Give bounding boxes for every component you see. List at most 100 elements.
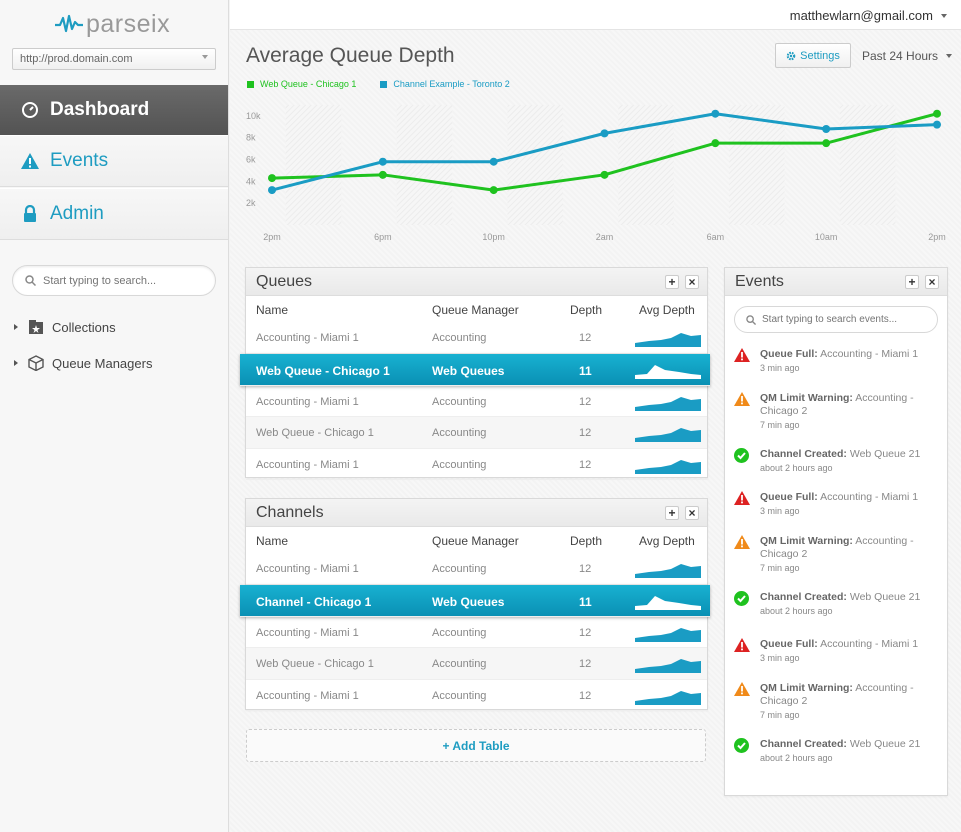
events-search-input[interactable] — [762, 314, 932, 325]
table-row[interactable]: Accounting - Miami 1 Accounting 12 — [246, 449, 707, 480]
x-tick-label: 10am — [815, 232, 838, 242]
sidebar-search[interactable] — [12, 265, 216, 296]
close-icon[interactable]: × — [685, 506, 699, 520]
column-header-depth[interactable]: Depth — [570, 534, 603, 548]
cell-depth: 12 — [579, 658, 592, 670]
server-url-select[interactable]: http://prod.domain.com — [12, 48, 216, 70]
add-icon[interactable]: + — [905, 275, 919, 289]
check-circle-icon — [734, 591, 749, 606]
time-range-select[interactable]: Past 24 Hours — [862, 49, 953, 63]
event-title: Channel Created: — [760, 591, 847, 603]
sparkline — [635, 396, 701, 411]
event-icon — [734, 682, 750, 701]
table-row[interactable]: Accounting - Miami 1 Accounting 12 — [246, 386, 707, 417]
data-point[interactable] — [822, 139, 831, 148]
column-header-avg-depth[interactable]: Avg Depth — [639, 534, 695, 548]
gear-icon — [786, 51, 796, 60]
table-row[interactable]: Accounting - Miami 1 Accounting 12 — [246, 617, 707, 648]
table-row[interactable]: Accounting - Miami 1 Accounting 12 — [246, 553, 707, 585]
add-icon[interactable]: + — [665, 506, 679, 520]
column-header-avg-depth[interactable]: Avg Depth — [639, 303, 695, 317]
chart-legend: Web Queue - Chicago 1 Channel Example - … — [247, 79, 534, 89]
nav-item-admin[interactable]: Admin — [0, 188, 228, 240]
data-point[interactable] — [933, 109, 941, 118]
settings-button[interactable]: Settings — [775, 43, 851, 68]
legend-swatch — [380, 80, 388, 88]
event-detail: Web Queue 21 — [849, 738, 921, 750]
data-point[interactable] — [711, 139, 720, 148]
event-title: QM Limit Warning: — [760, 535, 853, 547]
data-point[interactable] — [600, 170, 609, 179]
nav-item-events[interactable]: Events — [0, 135, 228, 187]
cell-depth: 11 — [579, 594, 592, 609]
data-point[interactable] — [822, 125, 831, 133]
data-point[interactable] — [600, 129, 609, 138]
add-icon[interactable]: + — [665, 275, 679, 289]
legend-item[interactable]: Channel Example - Toronto 2 — [380, 79, 510, 89]
tree-item-queue-managers[interactable]: Queue Managers — [14, 355, 152, 371]
close-icon[interactable]: × — [685, 275, 699, 289]
cell-queue-manager: Web Queues — [432, 594, 505, 609]
event-time: 7 min ago — [760, 420, 800, 430]
event-detail: Accounting - Miami 1 — [820, 348, 919, 360]
data-point[interactable] — [489, 157, 498, 166]
column-header-name[interactable]: Name — [256, 534, 289, 548]
logo[interactable]: parseix — [55, 10, 170, 38]
data-point[interactable] — [268, 186, 276, 195]
table-row[interactable]: Web Queue - Chicago 1 Accounting 12 — [246, 417, 707, 449]
event-time: about 2 hours ago — [760, 606, 833, 616]
nav-item-dashboard[interactable]: Dashboard — [0, 85, 228, 135]
event-title: Queue Full: — [760, 348, 818, 360]
sidebar-search-input[interactable] — [43, 274, 203, 287]
table-row[interactable]: Channel - Chicago 1 Web Queues 11 — [240, 584, 710, 617]
event-detail: Accounting - Miami 1 — [820, 491, 919, 503]
legend-swatch — [247, 80, 254, 88]
chevron-down-icon — [941, 13, 947, 18]
close-icon[interactable]: × — [925, 275, 939, 289]
time-range-value: Past 24 Hours — [862, 49, 939, 63]
x-tick-label: 6am — [707, 232, 725, 242]
column-header-queue-manager[interactable]: Queue Manager — [432, 303, 519, 317]
error-icon — [734, 491, 750, 505]
add-table-button[interactable]: + Add Table — [246, 729, 706, 762]
cell-queue-manager: Accounting — [432, 626, 487, 639]
column-header-queue-manager[interactable]: Queue Manager — [432, 534, 519, 548]
events-panel: Events + × Queue Full: Accounting - Miam… — [724, 267, 948, 796]
collections-icon — [29, 320, 43, 334]
channels-panel: Channels + × Name Queue Manager Depth Av… — [240, 498, 710, 711]
chart-band — [729, 105, 785, 225]
data-point[interactable] — [489, 186, 498, 195]
data-point[interactable] — [268, 174, 276, 183]
data-point[interactable] — [378, 157, 387, 166]
legend-label: Web Queue - Chicago 1 — [260, 79, 357, 89]
cell-depth: 12 — [579, 563, 592, 575]
settings-label: Settings — [800, 49, 840, 62]
tree-item-collections[interactable]: Collections — [14, 319, 116, 335]
table-row[interactable]: Web Queue - Chicago 1 Accounting 12 — [246, 648, 707, 680]
data-point[interactable] — [378, 170, 387, 179]
table-row[interactable]: Web Queue - Chicago 1 Web Queues 11 — [240, 353, 710, 386]
pulse-icon — [55, 14, 83, 33]
legend-item[interactable]: Web Queue - Chicago 1 — [247, 79, 356, 89]
cell-name: Accounting - Miami 1 — [256, 395, 359, 408]
panel-header: Channels + × — [246, 499, 707, 527]
cell-name: Accounting - Miami 1 — [256, 689, 359, 702]
server-url-value: http://prod.domain.com — [20, 53, 133, 65]
search-icon — [746, 314, 756, 325]
warning-icon — [734, 535, 750, 549]
event-detail: Web Queue 21 — [849, 448, 921, 460]
x-tick-label: 2pm — [928, 232, 946, 242]
event-time: 7 min ago — [760, 710, 800, 720]
events-search[interactable] — [734, 306, 938, 333]
sparkline — [635, 595, 701, 610]
data-point[interactable] — [711, 109, 720, 118]
table-row[interactable]: Accounting - Miami 1 Accounting 12 — [246, 680, 707, 711]
user-menu[interactable]: matthewlarn@gmail.com — [790, 8, 947, 23]
data-point[interactable] — [933, 120, 941, 129]
cube-icon — [28, 355, 44, 371]
column-header-name[interactable]: Name — [256, 303, 289, 317]
page-title: Average Queue Depth — [246, 44, 455, 67]
table-row[interactable]: Accounting - Miami 1 Accounting 12 — [246, 322, 707, 354]
column-header-depth[interactable]: Depth — [570, 303, 603, 317]
cell-queue-manager: Accounting — [432, 332, 487, 344]
